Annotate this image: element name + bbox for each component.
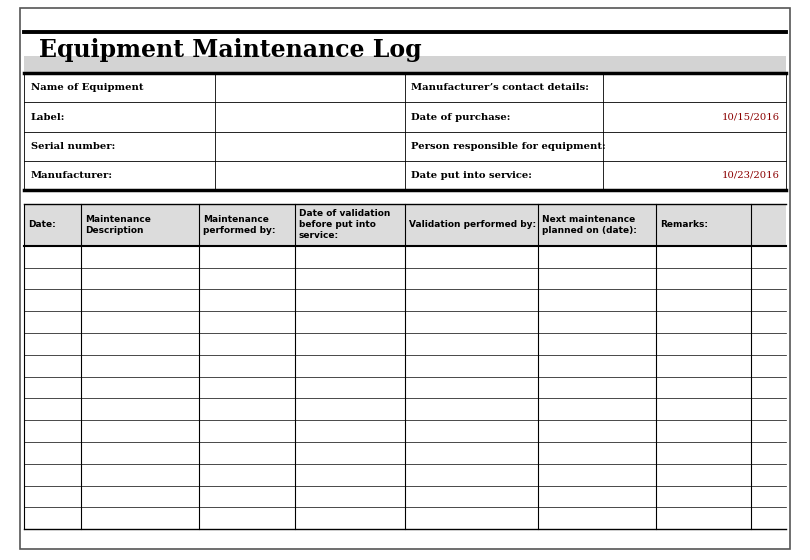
Text: Date of purchase:: Date of purchase: bbox=[411, 113, 511, 122]
Text: Person responsible for equipment:: Person responsible for equipment: bbox=[411, 142, 606, 151]
Text: Name of Equipment: Name of Equipment bbox=[31, 83, 143, 92]
Text: Label:: Label: bbox=[31, 113, 65, 122]
Text: Maintenance
Description: Maintenance Description bbox=[86, 215, 151, 235]
Text: Equipment Maintenance Log: Equipment Maintenance Log bbox=[39, 39, 421, 62]
Text: Validation performed by:: Validation performed by: bbox=[409, 220, 536, 230]
Text: Remarks:: Remarks: bbox=[660, 220, 708, 230]
Text: Date of validation
before put into
service:: Date of validation before put into servi… bbox=[299, 209, 390, 240]
Text: Serial number:: Serial number: bbox=[31, 142, 115, 151]
Text: Maintenance
performed by:: Maintenance performed by: bbox=[203, 215, 276, 235]
Bar bbox=[24, 204, 786, 246]
Bar bbox=[24, 56, 786, 72]
Text: 10/15/2016: 10/15/2016 bbox=[721, 113, 779, 122]
Text: Manufacturer:: Manufacturer: bbox=[31, 171, 113, 180]
Text: Next maintenance
planned on (date):: Next maintenance planned on (date): bbox=[542, 215, 637, 235]
Text: Date:: Date: bbox=[28, 220, 56, 230]
Text: Date put into service:: Date put into service: bbox=[411, 171, 532, 180]
Text: 10/23/2016: 10/23/2016 bbox=[722, 171, 779, 180]
Text: Manufacturer’s contact details:: Manufacturer’s contact details: bbox=[411, 83, 590, 92]
